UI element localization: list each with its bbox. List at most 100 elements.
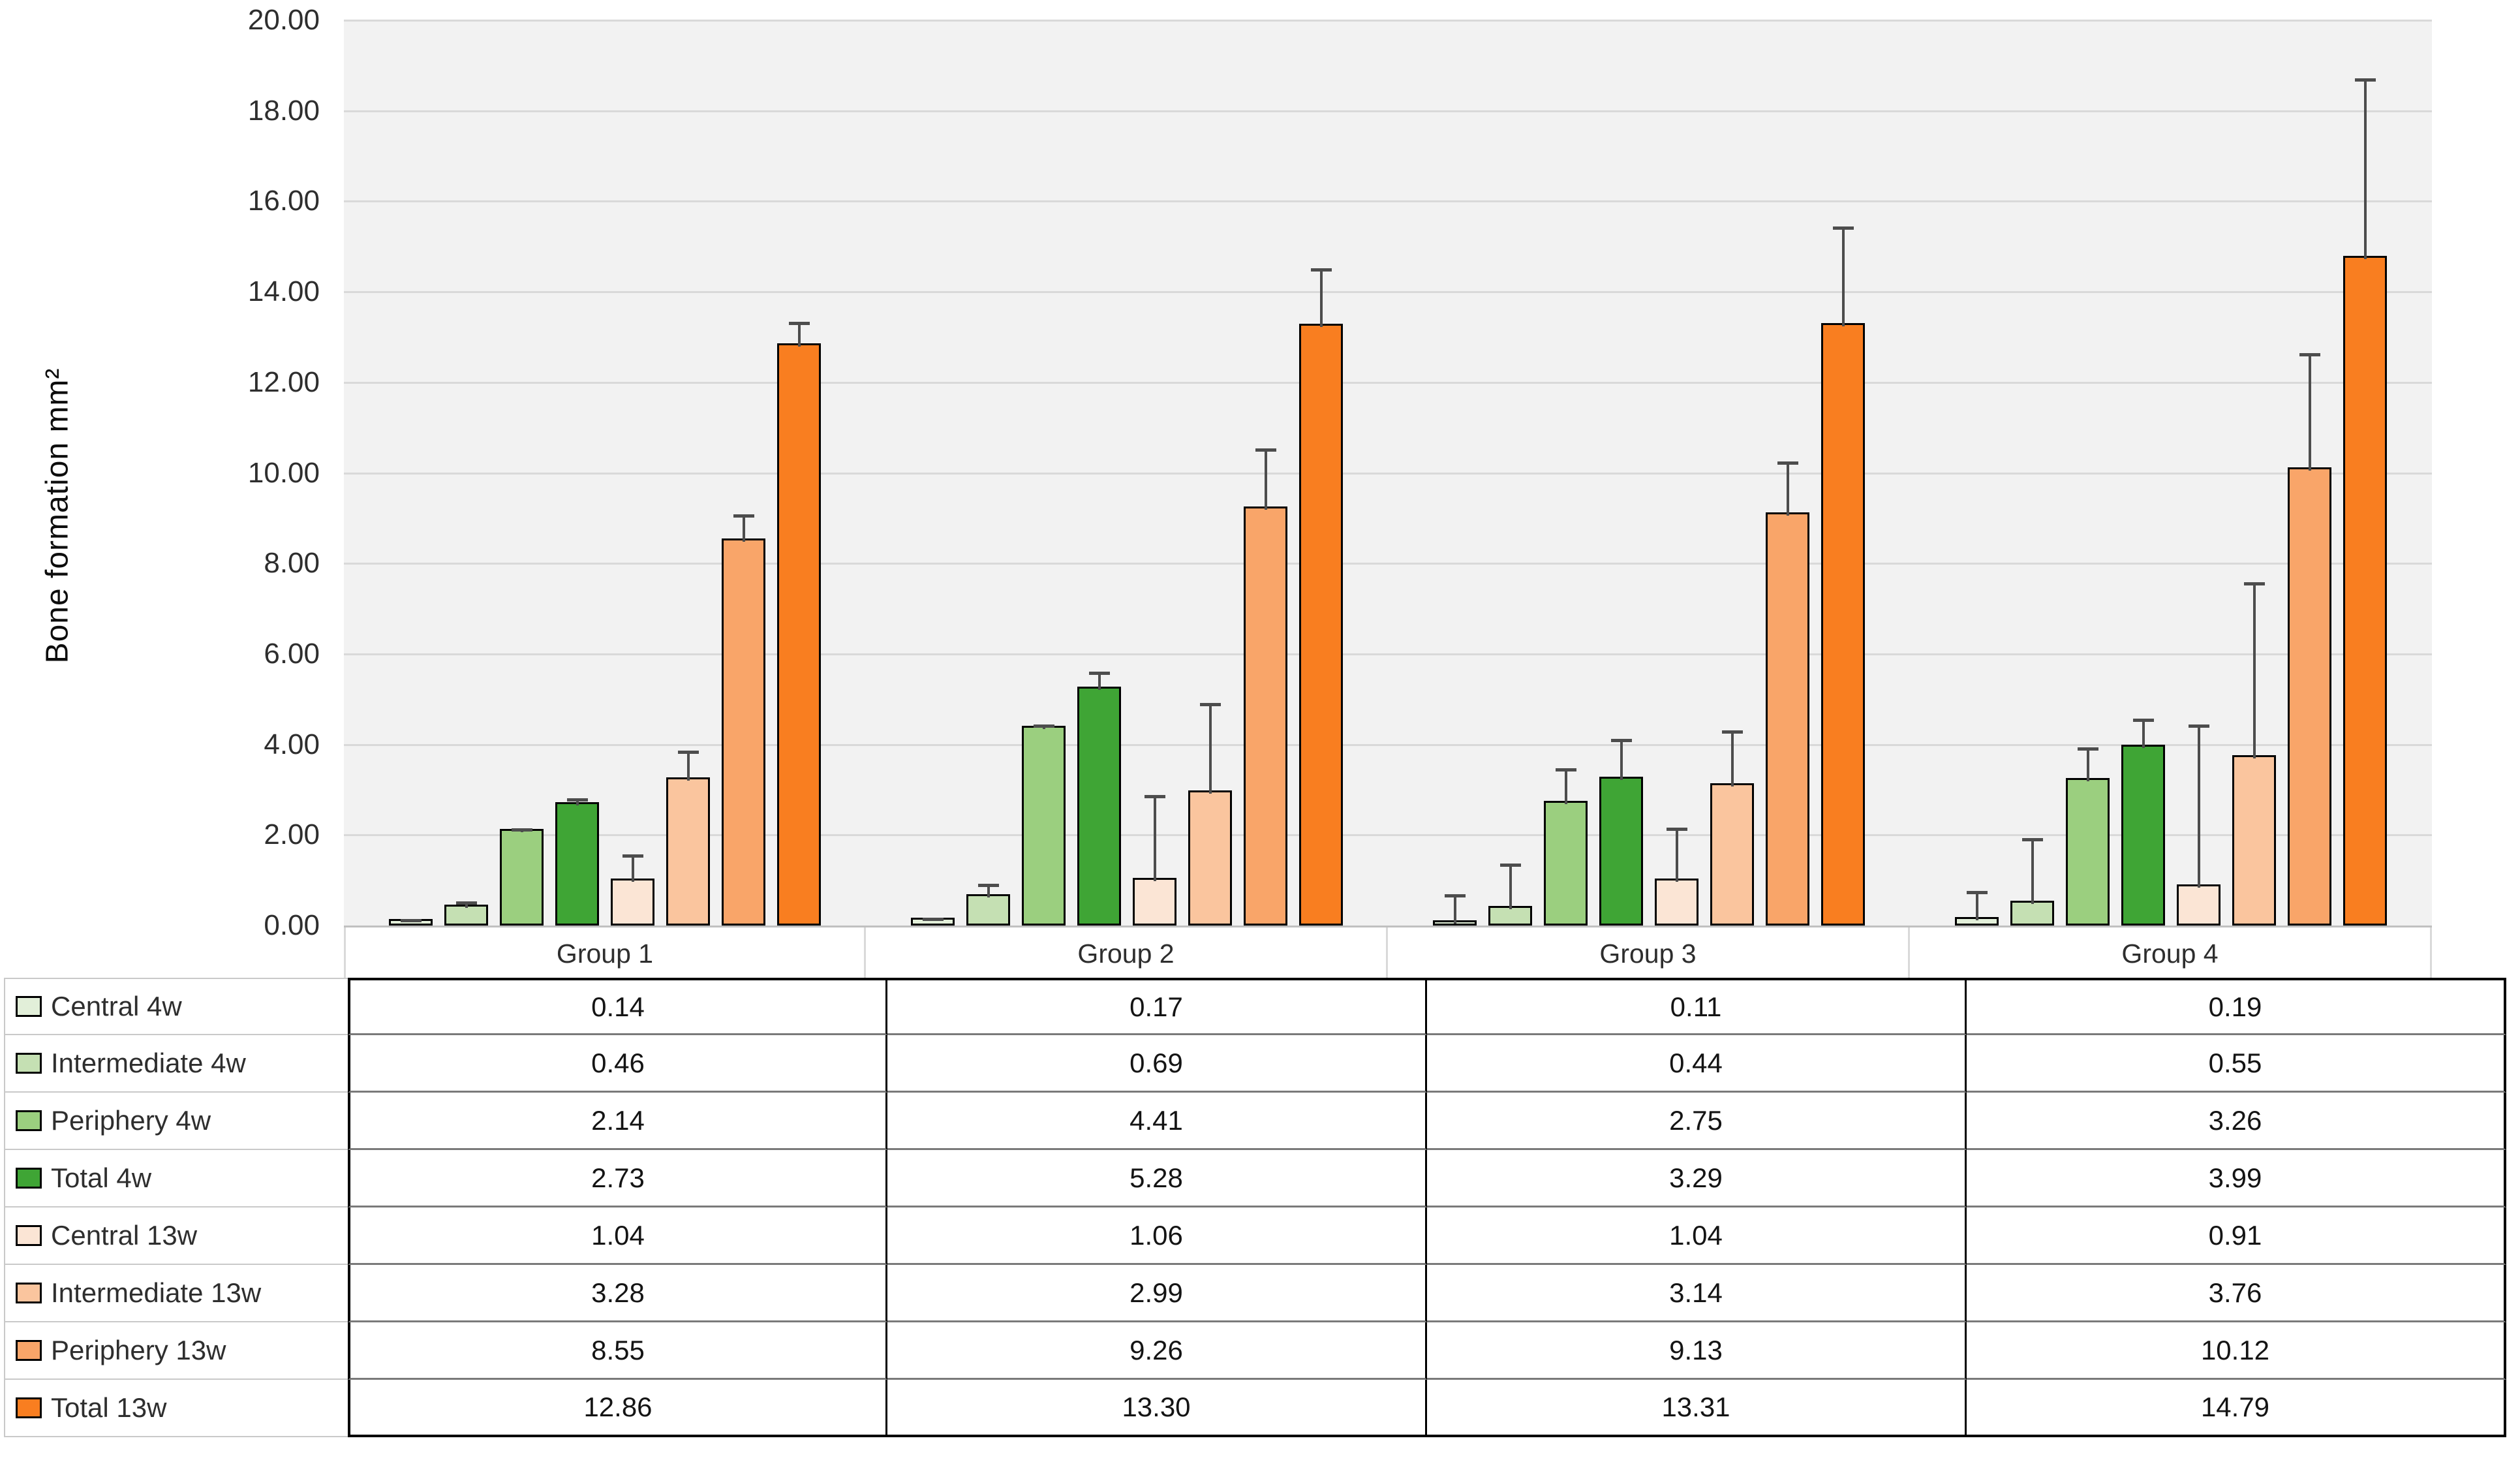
bar-total-13w-group-2 xyxy=(1299,268,1343,926)
legend-key-icon-central-4w xyxy=(16,996,42,1017)
bar-total-4w-group-2 xyxy=(1077,672,1121,926)
legend-row-intermediate-13w: Intermediate 13w xyxy=(4,1265,348,1322)
table-value-intermediate-13w-group-3: 3.14 xyxy=(1427,1265,1967,1322)
error-bar-total-4w-group-1 xyxy=(566,798,588,805)
y-tick-label: 6.00 xyxy=(264,637,320,670)
table-value-central-4w-group-1: 0.14 xyxy=(348,978,887,1035)
legend-label: Total 4w xyxy=(51,1162,152,1193)
table-value-total-4w-group-3: 3.29 xyxy=(1427,1150,1967,1207)
bar-periphery-4w-group-3 xyxy=(1544,768,1588,926)
bar-intermediate-4w-group-1 xyxy=(444,901,488,926)
chart-data-table: Central 4w 0.14 0.17 0.11 0.19 Intermediate 4… xyxy=(4,978,2506,1437)
table-value-periphery-13w-group-4: 10.12 xyxy=(1967,1322,2506,1380)
table-value-intermediate-4w-group-1: 0.46 xyxy=(348,1035,887,1093)
table-value-central-13w-group-1: 1.04 xyxy=(348,1207,887,1265)
bar-total-4w-group-1 xyxy=(555,798,599,926)
error-bar-total-13w-group-4 xyxy=(2354,78,2376,260)
bar-intermediate-4w-group-3 xyxy=(1488,864,1532,926)
y-tick-label: 12.00 xyxy=(247,366,320,398)
table-value-central-13w-group-2: 1.06 xyxy=(887,1207,1427,1265)
error-bar-periphery-13w-group-3 xyxy=(1777,461,1798,516)
table-value-periphery-13w-group-3: 9.13 xyxy=(1427,1322,1967,1380)
error-bar-central-13w-group-1 xyxy=(622,854,643,882)
error-bar-cap xyxy=(2243,582,2265,585)
error-bar-cap xyxy=(1966,890,1988,894)
gridline xyxy=(344,653,2432,655)
legend-key-icon-periphery-13w xyxy=(16,1340,42,1361)
error-bar-cap xyxy=(2021,838,2043,842)
y-tick-label: 14.00 xyxy=(247,275,320,308)
error-bar-cap xyxy=(1199,702,1221,706)
error-bar-cap xyxy=(1088,672,1110,676)
error-bar-central-4w-group-3 xyxy=(1444,894,1466,924)
bar-central-4w-group-2 xyxy=(911,918,955,926)
error-bar-cap xyxy=(511,828,532,832)
table-value-central-13w-group-4: 0.91 xyxy=(1967,1207,2506,1265)
table-value-intermediate-4w-group-2: 0.69 xyxy=(887,1035,1427,1093)
error-bar-cap xyxy=(2132,719,2154,723)
error-bar-intermediate-13w-group-2 xyxy=(1199,702,1221,794)
error-bar-periphery-4w-group-3 xyxy=(1555,768,1576,805)
bar-periphery-13w-group-1 xyxy=(722,514,765,926)
table-value-intermediate-13w-group-1: 3.28 xyxy=(348,1265,887,1322)
bar-total-13w-group-4 xyxy=(2343,78,2387,926)
error-bar-cap xyxy=(1033,724,1054,728)
error-bar-periphery-13w-group-1 xyxy=(733,514,754,542)
table-value-central-4w-group-2: 0.17 xyxy=(887,978,1427,1035)
error-bar-cap xyxy=(2299,352,2320,356)
bar-intermediate-13w-group-2 xyxy=(1188,702,1232,926)
bar-periphery-13w-group-2 xyxy=(1244,448,1287,926)
bar-intermediate-13w-group-4 xyxy=(2232,582,2276,926)
legend-label: Periphery 13w xyxy=(51,1335,226,1365)
table-value-intermediate-13w-group-4: 3.76 xyxy=(1967,1265,2506,1322)
legend-row-central-4w: Central 4w xyxy=(4,978,348,1035)
gridline xyxy=(344,834,2432,837)
error-bar-intermediate-4w-group-4 xyxy=(2021,838,2043,904)
x-axis-label-group-4: Group 4 xyxy=(1910,927,2432,980)
error-bar-intermediate-4w-group-2 xyxy=(977,884,999,898)
error-bar-periphery-13w-group-2 xyxy=(1255,448,1276,510)
error-bar-cap xyxy=(400,919,422,923)
table-value-total-4w-group-1: 2.73 xyxy=(348,1150,887,1207)
bar-central-13w-group-4 xyxy=(2177,724,2220,926)
table-value-intermediate-4w-group-4: 0.55 xyxy=(1967,1035,2506,1093)
legend-key-icon-intermediate-13w xyxy=(16,1283,42,1303)
error-bar-cap xyxy=(2188,724,2209,728)
category-group-3 xyxy=(1388,20,1910,926)
bar-periphery-13w-group-4 xyxy=(2288,352,2331,926)
error-bar-cap xyxy=(977,884,999,888)
legend-row-periphery-4w: Periphery 4w xyxy=(4,1093,348,1150)
legend-row-total-13w: Total 13w xyxy=(4,1380,348,1437)
error-bar-cap xyxy=(1144,794,1165,798)
legend-label: Total 13w xyxy=(51,1392,167,1423)
error-bar-central-13w-group-3 xyxy=(1666,827,1687,882)
x-axis-category-labels: Group 1 Group 2 Group 3 Group 4 xyxy=(344,926,2432,980)
table-value-central-4w-group-4: 0.19 xyxy=(1967,978,2506,1035)
gridline xyxy=(344,20,2432,22)
y-tick-label: 4.00 xyxy=(264,728,320,760)
legend-row-periphery-13w: Periphery 13w xyxy=(4,1322,348,1380)
table-value-periphery-4w-group-1: 2.14 xyxy=(348,1093,887,1150)
y-tick-label: 8.00 xyxy=(264,547,320,580)
legend-label: Central 13w xyxy=(51,1220,198,1251)
error-bar-total-4w-group-4 xyxy=(2132,719,2154,749)
x-axis-label-group-1: Group 1 xyxy=(344,927,866,980)
category-group-4 xyxy=(1910,20,2432,926)
table-value-periphery-4w-group-2: 4.41 xyxy=(887,1093,1427,1150)
gridline xyxy=(344,200,2432,203)
error-bar-intermediate-13w-group-3 xyxy=(1721,730,1743,787)
table-value-periphery-4w-group-3: 2.75 xyxy=(1427,1093,1967,1150)
bar-intermediate-4w-group-2 xyxy=(966,884,1010,926)
bar-central-13w-group-1 xyxy=(611,854,654,926)
error-bar-cap xyxy=(2077,747,2098,751)
error-bar-total-13w-group-2 xyxy=(1310,268,1332,327)
bar-central-13w-group-3 xyxy=(1655,827,1698,926)
x-axis-label-group-3: Group 3 xyxy=(1388,927,1910,980)
table-value-central-13w-group-3: 1.04 xyxy=(1427,1207,1967,1265)
legend-key-icon-periphery-4w xyxy=(16,1110,42,1131)
error-bar-cap xyxy=(922,918,944,922)
legend-label: Periphery 4w xyxy=(51,1105,211,1136)
error-bar-cap xyxy=(1555,768,1576,771)
legend-key-icon-total-4w xyxy=(16,1168,42,1189)
legend-key-icon-central-13w xyxy=(16,1225,42,1246)
